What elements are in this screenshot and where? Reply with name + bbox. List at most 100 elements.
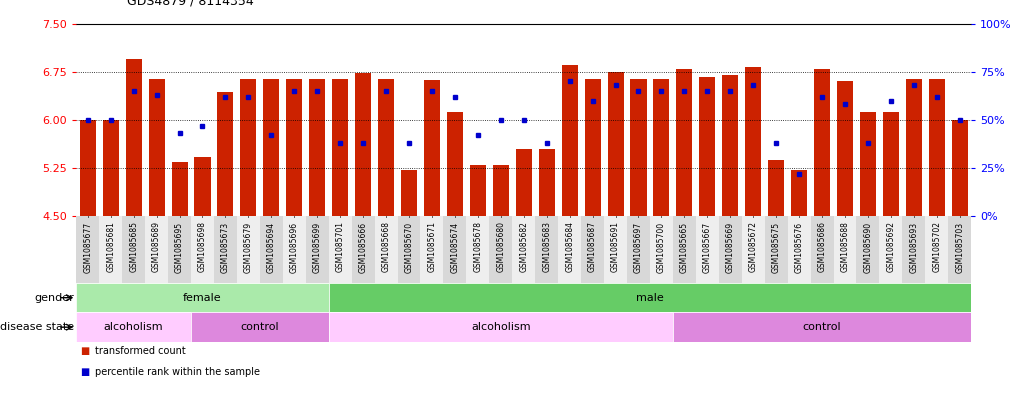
Bar [333, 79, 348, 216]
Bar [191, 216, 214, 283]
Bar [516, 149, 532, 216]
Bar [676, 68, 693, 216]
Text: GSM1085700: GSM1085700 [657, 222, 666, 273]
Bar [581, 216, 604, 283]
Text: GSM1085694: GSM1085694 [266, 222, 276, 273]
Text: GSM1085676: GSM1085676 [794, 222, 803, 273]
Bar [607, 72, 623, 216]
Bar [148, 79, 165, 216]
Bar [260, 216, 283, 283]
Bar [103, 120, 119, 216]
Bar [860, 112, 876, 216]
Bar [378, 79, 395, 216]
Bar [240, 79, 256, 216]
Text: GSM1085697: GSM1085697 [634, 222, 643, 273]
Bar [906, 79, 921, 216]
Bar [722, 75, 738, 216]
Text: ■: ■ [81, 346, 94, 356]
Bar [604, 216, 627, 283]
Text: GSM1085691: GSM1085691 [611, 222, 620, 272]
Text: GSM1085681: GSM1085681 [106, 222, 115, 272]
Bar [76, 216, 100, 283]
Text: GSM1085702: GSM1085702 [933, 222, 942, 272]
Text: female: female [183, 293, 222, 303]
Bar [558, 216, 581, 283]
Text: male: male [636, 293, 664, 303]
Bar [489, 216, 513, 283]
Text: GSM1085684: GSM1085684 [565, 222, 575, 272]
Bar [585, 79, 601, 216]
Text: GSM1085680: GSM1085680 [496, 222, 505, 272]
Text: GSM1085696: GSM1085696 [290, 222, 299, 273]
Text: gender: gender [35, 293, 74, 303]
Text: GSM1085701: GSM1085701 [336, 222, 345, 272]
Bar [535, 216, 558, 283]
Text: GSM1085670: GSM1085670 [405, 222, 414, 273]
Text: GSM1085692: GSM1085692 [887, 222, 895, 272]
Bar [79, 120, 96, 216]
Bar [126, 59, 141, 216]
Text: percentile rank within the sample: percentile rank within the sample [95, 367, 259, 377]
Bar [700, 77, 715, 216]
Bar [856, 216, 880, 283]
Text: alcoholism: alcoholism [104, 322, 164, 332]
Bar [925, 216, 948, 283]
Text: GSM1085693: GSM1085693 [909, 222, 918, 273]
Bar [814, 68, 830, 216]
Bar [741, 216, 765, 283]
Text: GSM1085683: GSM1085683 [542, 222, 551, 272]
Bar [467, 216, 489, 283]
Bar [929, 79, 945, 216]
Bar [76, 283, 328, 312]
Bar [263, 79, 280, 216]
Text: GSM1085703: GSM1085703 [955, 222, 964, 273]
Text: disease state: disease state [0, 322, 74, 332]
Bar [355, 73, 371, 216]
Text: alcoholism: alcoholism [471, 322, 531, 332]
Bar [880, 216, 902, 283]
Bar [309, 79, 325, 216]
Bar [719, 216, 741, 283]
Bar [696, 216, 719, 283]
Text: GSM1085677: GSM1085677 [83, 222, 93, 273]
Bar [286, 79, 302, 216]
Bar [948, 216, 971, 283]
Bar [306, 216, 328, 283]
Bar [787, 216, 811, 283]
Bar [561, 65, 578, 216]
Text: GSM1085674: GSM1085674 [451, 222, 460, 273]
Bar [100, 216, 122, 283]
Text: GSM1085668: GSM1085668 [381, 222, 391, 272]
Bar [446, 112, 463, 216]
Bar [493, 165, 508, 216]
Text: ■: ■ [81, 367, 94, 377]
Text: control: control [241, 322, 280, 332]
Bar [283, 216, 306, 283]
Bar [194, 157, 211, 216]
Text: GSM1085699: GSM1085699 [312, 222, 321, 273]
Bar [673, 216, 696, 283]
Text: GSM1085671: GSM1085671 [427, 222, 436, 272]
Bar [627, 216, 650, 283]
Bar [631, 79, 647, 216]
Text: GSM1085675: GSM1085675 [772, 222, 781, 273]
Bar [539, 149, 554, 216]
Bar [834, 216, 856, 283]
Bar [837, 81, 853, 216]
Bar [328, 216, 352, 283]
Text: GSM1085698: GSM1085698 [198, 222, 207, 272]
Text: GSM1085687: GSM1085687 [588, 222, 597, 272]
Bar [352, 216, 374, 283]
Bar [122, 216, 145, 283]
Bar [401, 170, 417, 216]
Bar [673, 312, 971, 342]
Text: GSM1085695: GSM1085695 [175, 222, 184, 273]
Text: GSM1085688: GSM1085688 [840, 222, 849, 272]
Bar [883, 112, 899, 216]
Bar [811, 216, 834, 283]
Bar [328, 312, 673, 342]
Bar [191, 312, 328, 342]
Text: GSM1085678: GSM1085678 [473, 222, 482, 272]
Text: GDS4879 / 8114354: GDS4879 / 8114354 [127, 0, 254, 8]
Bar [470, 165, 486, 216]
